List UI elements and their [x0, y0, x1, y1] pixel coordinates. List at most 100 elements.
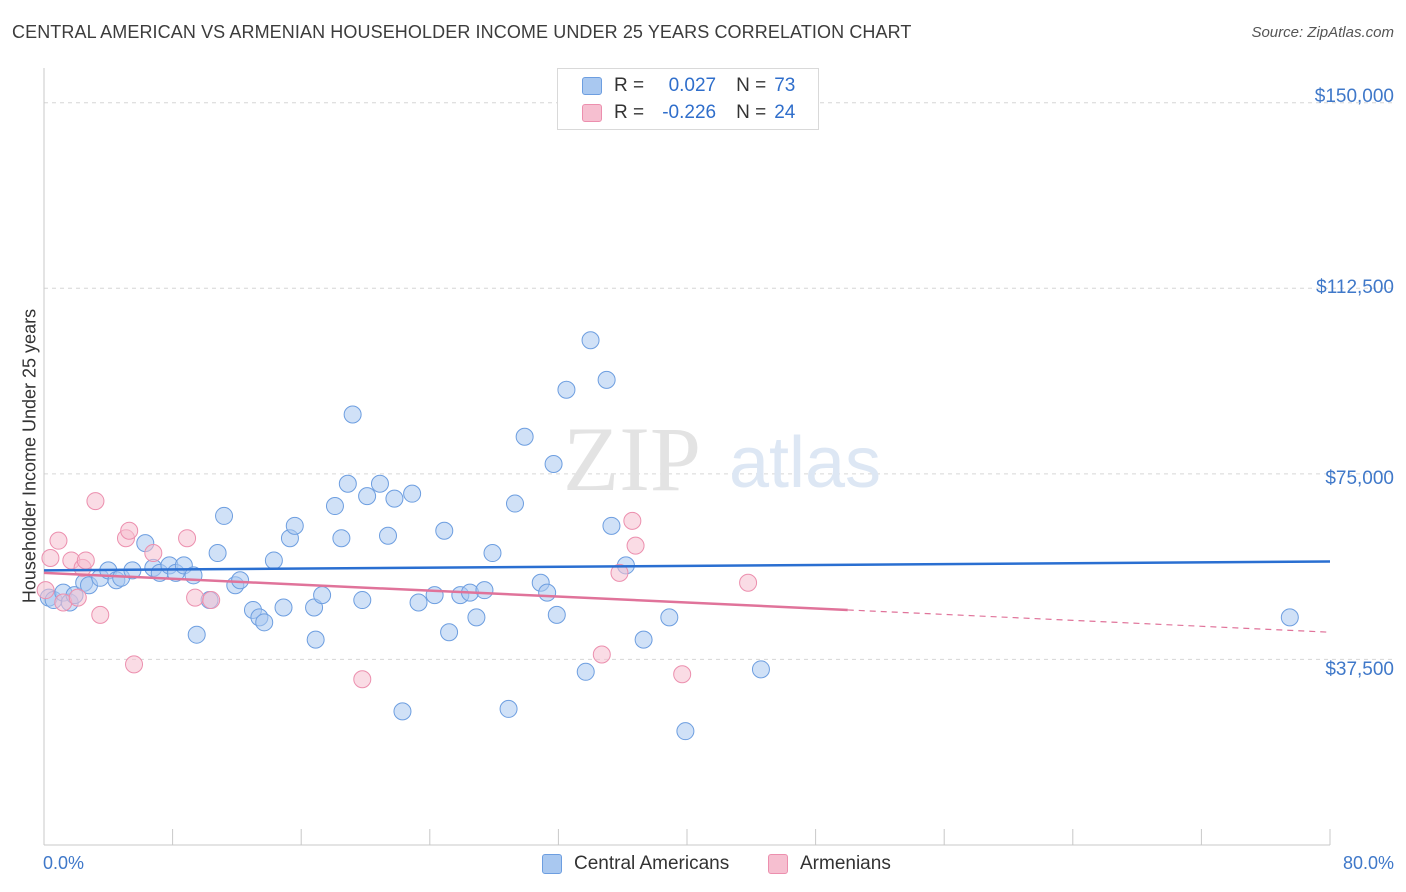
central-american-point	[274, 598, 293, 617]
central-american-point	[467, 608, 486, 627]
armenian-point	[623, 511, 642, 530]
source-label: Source: ZipAtlas.com	[1251, 24, 1394, 41]
central-american-point	[581, 331, 600, 350]
y-tick-label: $150,000	[1314, 86, 1394, 107]
central-american-point	[597, 370, 616, 389]
central-american-point	[538, 583, 557, 602]
central-american-point	[306, 630, 325, 649]
armenian-point	[202, 591, 221, 610]
armenian-point	[673, 665, 692, 684]
central-legend-label: Central Americans	[574, 853, 730, 874]
armenian-point	[68, 588, 87, 607]
watermark-atlas: atlas	[729, 423, 881, 503]
stats-legend: R = 0.027 N = 73 R = -0.226 N = 24	[557, 68, 819, 130]
central-american-point	[602, 516, 621, 535]
legend-r-label: R =	[614, 102, 645, 123]
central-american-point	[353, 591, 372, 610]
armenian-trend-extension	[847, 609, 1331, 633]
legend-n-label: N =	[736, 75, 767, 96]
central-american-trend-line	[43, 560, 1331, 572]
central-american-point	[557, 380, 576, 399]
armenian-point	[592, 645, 611, 664]
central-american-point	[370, 474, 389, 493]
central-american-point	[285, 516, 304, 535]
central-american-point	[385, 489, 404, 508]
central-american-point	[313, 586, 332, 605]
y-tick-label: $112,500	[1316, 277, 1394, 298]
central-american-point	[393, 702, 412, 721]
armenian-point	[86, 492, 105, 511]
legend-item-central-americans[interactable]: Central Americans	[542, 852, 729, 876]
central-american-point	[547, 605, 566, 624]
legend-n-label: N =	[736, 102, 767, 123]
armenian-legend-swatch	[768, 854, 788, 874]
armenian-swatch	[582, 104, 602, 122]
central-american-point	[1280, 608, 1299, 627]
armenian-trend-line	[43, 571, 848, 612]
armenian-point	[76, 551, 95, 570]
armenian-point	[120, 521, 139, 540]
central-american-point	[576, 662, 595, 681]
central-american-point	[475, 581, 494, 600]
central-american-point	[544, 454, 563, 473]
central-american-point	[499, 699, 518, 718]
central-american-point	[332, 529, 351, 548]
central-american-point	[208, 544, 227, 563]
central-american-point	[660, 608, 679, 627]
armenian-point	[186, 588, 205, 607]
central-american-point	[325, 497, 344, 516]
central-american-point	[358, 487, 377, 506]
chart-title: CENTRAL AMERICAN VS ARMENIAN HOUSEHOLDER…	[12, 22, 912, 42]
armenian-point	[353, 670, 372, 689]
central-american-point	[634, 630, 653, 649]
central-american-point	[215, 506, 234, 525]
central-american-point	[483, 544, 502, 563]
central-american-point	[255, 613, 274, 632]
central-swatch	[582, 77, 602, 95]
legend-r-label: R =	[614, 75, 645, 96]
central-american-point	[231, 571, 250, 590]
legend-n-value: 24	[774, 102, 796, 123]
central-american-point	[505, 494, 524, 513]
armenian-point	[36, 581, 55, 600]
armenian-point	[626, 536, 645, 555]
central-american-point	[435, 521, 454, 540]
trend-layer	[43, 560, 1331, 633]
armenian-legend-label: Armenians	[800, 853, 891, 874]
axis-layer	[43, 68, 1331, 846]
watermark-zip: ZIP	[563, 408, 701, 510]
armenian-point	[144, 544, 163, 563]
legend-row-armenian: R = -0.226 N = 24	[582, 100, 795, 126]
y-axis-label: Householder Income Under 25 years	[19, 308, 40, 604]
armenian-point	[610, 563, 629, 582]
central-american-point	[187, 625, 206, 644]
legend-r-value: -0.226	[662, 102, 717, 123]
central-american-point	[343, 405, 362, 424]
legend-r-value: 0.027	[668, 75, 717, 96]
legend-item-armenians[interactable]: Armenians	[768, 852, 891, 876]
y-tick-label: $37,500	[1325, 659, 1394, 680]
central-american-point	[425, 586, 444, 605]
y-tick-label: $75,000	[1325, 468, 1394, 489]
central-american-point	[676, 722, 695, 741]
central-legend-swatch	[542, 854, 562, 874]
central-american-point	[379, 526, 398, 545]
central-american-point	[440, 623, 459, 642]
points-layer	[36, 331, 1299, 741]
legend-row-central: R = 0.027 N = 73	[582, 73, 795, 99]
central-american-point	[403, 484, 422, 503]
central-american-point	[515, 427, 534, 446]
central-american-point	[264, 551, 283, 570]
central-american-point	[751, 660, 770, 679]
armenian-point	[125, 655, 144, 674]
legend-n-value: 73	[774, 75, 796, 96]
armenian-point	[91, 605, 110, 624]
central-american-point	[338, 474, 357, 493]
central-american-point	[409, 593, 428, 612]
armenian-point	[178, 529, 197, 548]
x-tick-label-min: 0.0%	[43, 853, 85, 873]
armenian-point	[41, 548, 60, 567]
x-tick-label-max: 80.0%	[1342, 853, 1394, 873]
armenian-point	[739, 573, 758, 592]
